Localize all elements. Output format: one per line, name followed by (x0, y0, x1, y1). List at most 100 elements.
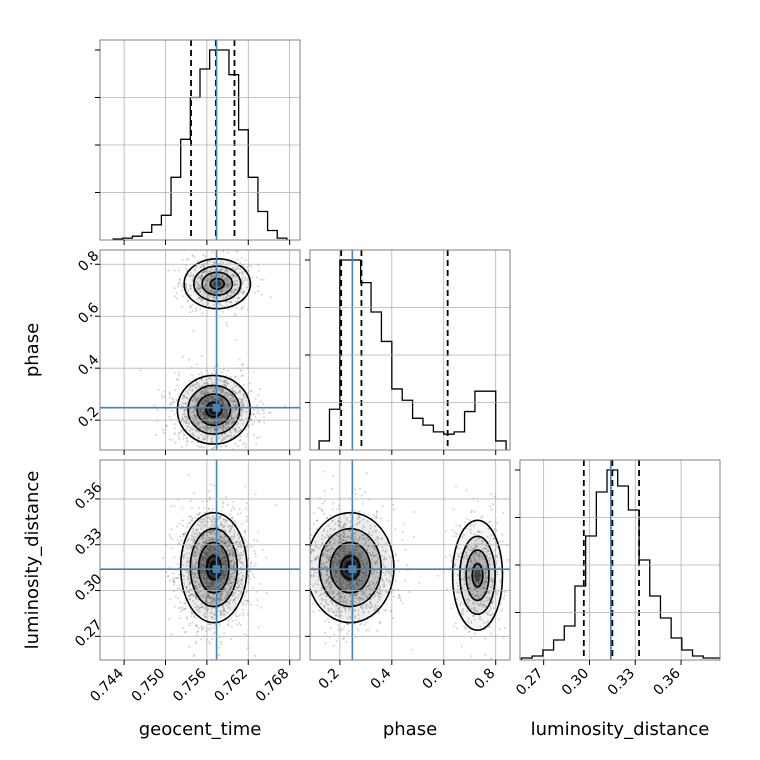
sample-point (227, 284, 230, 287)
sample-point (187, 398, 190, 401)
sample-point (360, 494, 363, 497)
sample-point (193, 565, 196, 568)
sample-point (211, 515, 214, 518)
sample-point (207, 420, 210, 423)
panel-frame (99, 39, 301, 241)
sample-point (367, 538, 370, 541)
sample-point (223, 609, 226, 612)
sample-point (205, 424, 208, 427)
sample-point (225, 603, 228, 606)
sample-point (226, 404, 229, 407)
sample-point (224, 559, 227, 562)
sample-point (196, 605, 199, 608)
sample-point (192, 433, 195, 436)
sample-point (461, 645, 464, 648)
sample-point (347, 551, 350, 554)
sample-point (316, 555, 319, 558)
sample-point (210, 440, 213, 443)
sample-point (269, 411, 272, 414)
sample-point (233, 577, 236, 580)
sample-point (246, 647, 249, 650)
sample-point (242, 614, 245, 617)
sample-point (188, 544, 191, 547)
sample-point (191, 428, 194, 431)
sample-point (328, 549, 331, 552)
sample-point (199, 524, 202, 527)
sample-point (239, 414, 242, 417)
sample-point (202, 271, 205, 274)
sample-point (342, 539, 345, 542)
sample-point (360, 590, 363, 593)
sample-point (211, 539, 214, 542)
sample-point (227, 283, 230, 286)
sample-point (209, 550, 212, 553)
sample-point (478, 573, 481, 576)
sample-point (476, 573, 479, 576)
sample-point (212, 530, 215, 533)
sample-point (330, 608, 333, 611)
sample-point (186, 617, 189, 620)
sample-point (195, 265, 198, 268)
sample-point (348, 550, 351, 553)
sample-point (196, 587, 199, 590)
sample-point (212, 303, 215, 306)
sample-point (234, 429, 237, 432)
sample-point (211, 274, 214, 277)
sample-point (223, 542, 226, 545)
sample-point (195, 393, 198, 396)
sample-point (256, 604, 259, 607)
sample-point (216, 399, 219, 402)
sample-point (355, 582, 358, 585)
sample-point (205, 381, 208, 384)
sample-point (243, 392, 246, 395)
panel-frame (99, 459, 301, 661)
sample-point (241, 282, 244, 285)
sample-point (222, 416, 225, 419)
sample-point (218, 269, 221, 272)
sample-point (383, 584, 386, 587)
sample-point (229, 393, 232, 396)
sample-point (231, 500, 234, 503)
sample-point (342, 579, 345, 582)
sample-point (344, 552, 347, 555)
sample-point (236, 403, 239, 406)
sample-point (406, 564, 409, 567)
sample-point (210, 436, 213, 439)
sample-point (213, 549, 216, 552)
sample-point (231, 408, 234, 411)
sample-point (235, 268, 238, 271)
sample-point (342, 545, 345, 548)
sample-point (209, 582, 212, 585)
sample-point (217, 602, 220, 605)
sample-point (358, 581, 361, 584)
sample-point (199, 570, 202, 573)
sample-point (226, 394, 229, 397)
sample-point (205, 595, 208, 598)
sample-point (214, 517, 217, 520)
sample-point (190, 415, 193, 418)
sample-point (185, 420, 188, 423)
sample-point (503, 627, 506, 630)
sample-point (169, 402, 172, 405)
sample-point (230, 509, 233, 512)
sample-point (209, 545, 212, 548)
sample-point (349, 551, 352, 554)
sample-point (220, 416, 223, 419)
sample-point (346, 583, 349, 586)
sample-point (207, 416, 210, 419)
sample-point (198, 507, 201, 510)
sample-point (233, 555, 236, 558)
sample-point (368, 533, 371, 536)
sample-point (318, 609, 321, 612)
sample-point (233, 290, 236, 293)
sample-point (241, 583, 244, 586)
sample-point (177, 282, 180, 285)
panel-content (100, 250, 300, 450)
sample-point (171, 403, 174, 406)
sample-point (226, 413, 229, 416)
sample-point (212, 484, 215, 487)
sample-point (194, 397, 197, 400)
sample-point (394, 554, 397, 557)
sample-point (511, 575, 513, 577)
sample-point (236, 391, 239, 394)
